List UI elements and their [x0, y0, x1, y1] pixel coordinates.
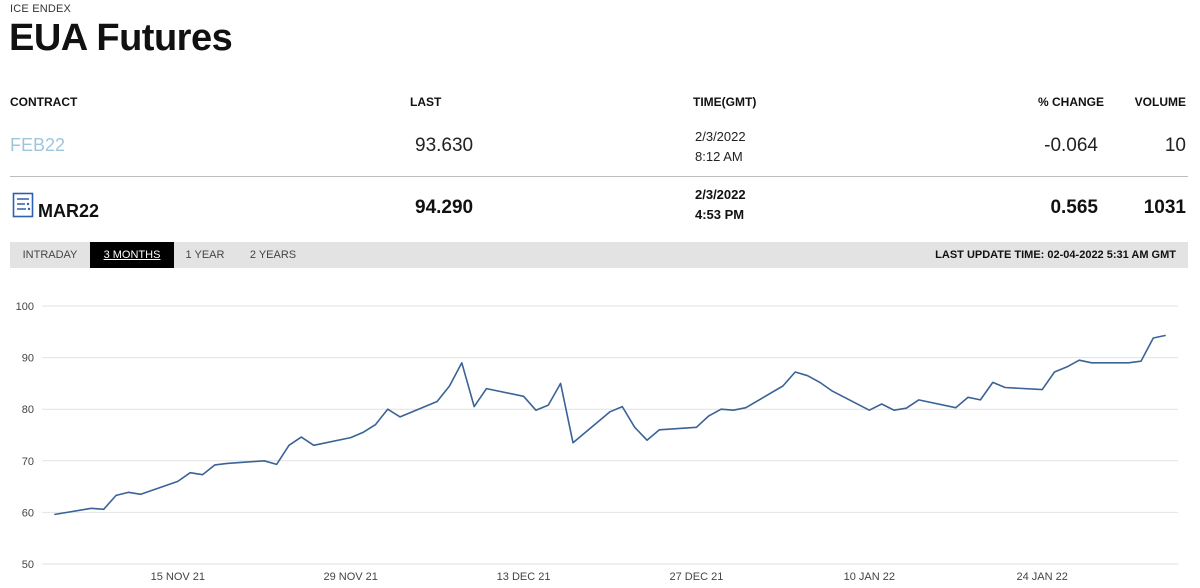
y-tick-label: 90 [22, 353, 34, 365]
trade-time-value: 4:53 PM [695, 207, 745, 222]
y-tick-label: 50 [22, 559, 34, 571]
x-tick-label: 24 JAN 22 [1016, 571, 1067, 583]
volume: 10 [1164, 135, 1186, 156]
table-row[interactable]: FEB22 93.630 2/3/2022 8:12 AM -0.064 10 [0, 120, 1200, 176]
percent-change: 0.565 [1050, 197, 1098, 218]
range-tab-bar: INTRADAY 3 MONTHS 1 YEAR 2 YEARS LAST UP… [10, 242, 1188, 268]
tab-1-year[interactable]: 1 YEAR [185, 249, 225, 261]
tab-3-months[interactable]: 3 MONTHS [90, 242, 174, 268]
tab-2-years[interactable]: 2 YEARS [249, 249, 297, 261]
last-price: 94.290 [415, 197, 474, 218]
trade-date-value: 2/3/2022 [695, 187, 746, 202]
row-divider [10, 176, 1188, 177]
column-header-last: LAST [410, 95, 442, 109]
contract-name-mar22[interactable]: MAR22 [38, 201, 100, 221]
x-tick-label: 13 DEC 21 [497, 571, 551, 583]
trade-time: 2/3/2022 8:12 AM [695, 127, 746, 167]
last-price: 93.630 [415, 135, 474, 156]
tab-intraday[interactable]: INTRADAY [22, 249, 78, 261]
trade-time: 2/3/2022 4:53 PM [695, 185, 746, 225]
price-chart[interactable]: 50 60 70 80 90 100 15 NOV 21 29 NOV 21 13 DEC 21… [0, 280, 1200, 585]
column-header-time: TIME(GMT) [693, 95, 757, 109]
y-tick-label: 80 [22, 404, 34, 416]
y-tick-label: 60 [22, 507, 34, 519]
volume: 1031 [1143, 197, 1186, 218]
x-tick-label: 27 DEC 21 [670, 571, 724, 583]
y-tick-label: 100 [16, 301, 34, 313]
trade-time-value: 8:12 AM [695, 149, 743, 164]
x-tick-label: 15 NOV 21 [151, 571, 205, 583]
column-header-change: % CHANGE [1037, 95, 1104, 109]
y-tick-label: 70 [22, 456, 34, 468]
x-tick-label: 29 NOV 21 [323, 571, 377, 583]
table-row[interactable]: MAR22 94.290 2/3/2022 4:53 PM 0.565 1031 [0, 178, 1200, 240]
column-header-volume: VOLUME [1134, 95, 1186, 109]
column-header-contract: CONTRACT [10, 95, 78, 109]
trade-date-value: 2/3/2022 [695, 129, 746, 144]
document-list-icon[interactable] [12, 192, 34, 218]
exchange-label: ICE ENDEX [10, 3, 72, 15]
x-tick-label: 10 JAN 22 [844, 571, 895, 583]
percent-change: -0.064 [1044, 135, 1098, 156]
contract-link-feb22[interactable]: FEB22 [10, 135, 66, 155]
series-line [54, 334, 1166, 516]
page-title: EUA Futures [9, 17, 233, 59]
last-update-time: LAST UPDATE TIME: 02-04-2022 5:31 AM GMT [935, 249, 1176, 261]
